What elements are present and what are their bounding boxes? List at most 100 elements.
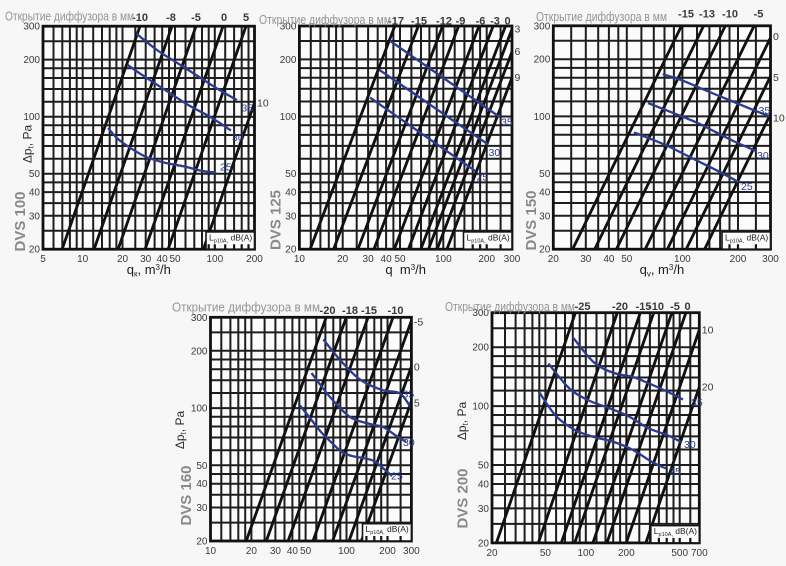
svg-text:-20: -20 (320, 305, 336, 317)
svg-text:200: 200 (379, 546, 396, 557)
svg-text:100: 100 (674, 254, 691, 265)
svg-text:10: 10 (257, 97, 269, 109)
svg-text:500: 500 (671, 548, 688, 559)
svg-text:6: 6 (515, 46, 521, 58)
svg-text:40: 40 (603, 254, 615, 265)
svg-text:30: 30 (580, 254, 592, 265)
svg-text:200: 200 (472, 343, 489, 354)
svg-text:25: 25 (477, 171, 489, 183)
svg-text:-10: -10 (722, 9, 738, 21)
svg-text:100: 100 (206, 254, 223, 265)
svg-text:700: 700 (691, 548, 708, 559)
svg-text:Открытие диффузора в мм: Открытие диффузора в мм (5, 10, 134, 24)
svg-text:-15: -15 (678, 9, 694, 21)
svg-text:0: 0 (773, 31, 779, 43)
svg-text:100: 100 (280, 112, 297, 123)
svg-text:-5: -5 (670, 301, 680, 313)
svg-text:-3: -3 (490, 16, 500, 28)
svg-text:-15: -15 (361, 305, 377, 317)
svg-text:10: 10 (702, 325, 714, 337)
svg-text:50: 50 (539, 169, 551, 180)
svg-text:200: 200 (534, 55, 551, 66)
svg-text:20: 20 (246, 546, 258, 557)
svg-text:20: 20 (285, 245, 297, 256)
svg-text:DVS 160: DVS 160 (178, 465, 195, 525)
svg-text:30: 30 (403, 437, 415, 449)
svg-text:40: 40 (196, 479, 208, 490)
svg-text:300: 300 (762, 254, 779, 265)
svg-text:30: 30 (363, 254, 375, 265)
svg-text:200: 200 (730, 254, 747, 265)
svg-text:30: 30 (489, 147, 501, 159)
svg-text:200: 200 (280, 55, 297, 66)
svg-text:-20: -20 (612, 301, 628, 313)
svg-text:100: 100 (191, 404, 208, 415)
svg-text:qк, m3/h: qк, m3/h (127, 262, 171, 279)
svg-text:-10: -10 (132, 12, 148, 24)
svg-text:3: 3 (515, 23, 521, 35)
svg-text:-10: -10 (648, 301, 664, 313)
svg-text:20: 20 (117, 254, 129, 265)
svg-text:-15: -15 (636, 301, 652, 313)
svg-text:200: 200 (191, 346, 208, 357)
svg-text:200: 200 (618, 548, 635, 559)
svg-text:300: 300 (534, 21, 551, 32)
svg-text:100: 100 (534, 112, 551, 123)
svg-text:300: 300 (280, 22, 297, 33)
svg-text:30: 30 (757, 150, 769, 162)
svg-text:20: 20 (29, 245, 41, 256)
svg-text:100: 100 (577, 548, 594, 559)
svg-text:35: 35 (241, 102, 253, 114)
svg-text:40: 40 (381, 254, 393, 265)
svg-text:40: 40 (539, 188, 551, 199)
svg-text:300: 300 (23, 22, 40, 33)
svg-text:20: 20 (539, 245, 551, 256)
svg-text:300: 300 (504, 254, 521, 265)
svg-text:10: 10 (205, 546, 217, 557)
svg-text:30: 30 (196, 503, 208, 514)
svg-text:30: 30 (285, 211, 297, 222)
svg-text:40: 40 (287, 546, 299, 557)
svg-text:Δpt, Pa: Δpt, Pa (21, 125, 36, 164)
svg-text:40: 40 (285, 188, 297, 199)
svg-text:50: 50 (29, 169, 41, 180)
svg-text:30: 30 (232, 132, 244, 144)
svg-text:Открытие диффузора в мм: Открытие диффузора в мм (259, 13, 391, 27)
svg-text:0: 0 (684, 301, 690, 313)
svg-text:50: 50 (169, 254, 181, 265)
svg-text:-5: -5 (754, 9, 764, 21)
svg-text:35: 35 (501, 116, 513, 128)
svg-text:40: 40 (157, 254, 169, 265)
svg-text:200: 200 (478, 254, 495, 265)
svg-text:100: 100 (23, 112, 40, 123)
svg-text:20: 20 (478, 538, 490, 549)
svg-text:-5: -5 (414, 316, 423, 328)
svg-text:25: 25 (220, 161, 232, 173)
svg-text:q m3/h: q m3/h (385, 262, 426, 277)
svg-text:100: 100 (472, 402, 489, 413)
svg-text:50: 50 (285, 169, 297, 180)
svg-text:50: 50 (394, 254, 406, 265)
svg-text:-8: -8 (166, 12, 176, 24)
svg-text:30: 30 (140, 254, 152, 265)
svg-text:30: 30 (270, 546, 282, 557)
svg-text:5: 5 (243, 12, 249, 24)
svg-text:0: 0 (414, 362, 420, 374)
svg-text:35: 35 (691, 397, 703, 409)
svg-text:35: 35 (759, 105, 771, 117)
svg-text:-6: -6 (476, 16, 486, 28)
svg-text:10: 10 (294, 254, 306, 265)
svg-text:40: 40 (29, 188, 41, 199)
svg-text:5: 5 (773, 72, 779, 84)
svg-text:-18: -18 (342, 305, 358, 317)
svg-text:Открытие диффузора в мм: Открытие диффузора в мм (536, 10, 667, 24)
svg-text:DVS 125: DVS 125 (268, 190, 285, 250)
svg-text:50: 50 (478, 461, 490, 472)
svg-text:30: 30 (478, 504, 490, 515)
svg-text:Открытие диффузора в мм: Открытие диффузора в мм (445, 300, 575, 314)
svg-text:0: 0 (504, 16, 510, 28)
svg-text:DVS 150: DVS 150 (523, 190, 540, 250)
svg-text:-5: -5 (191, 12, 201, 24)
svg-text:qv, m3/h: qv, m3/h (640, 262, 685, 279)
svg-text:200: 200 (246, 254, 263, 265)
